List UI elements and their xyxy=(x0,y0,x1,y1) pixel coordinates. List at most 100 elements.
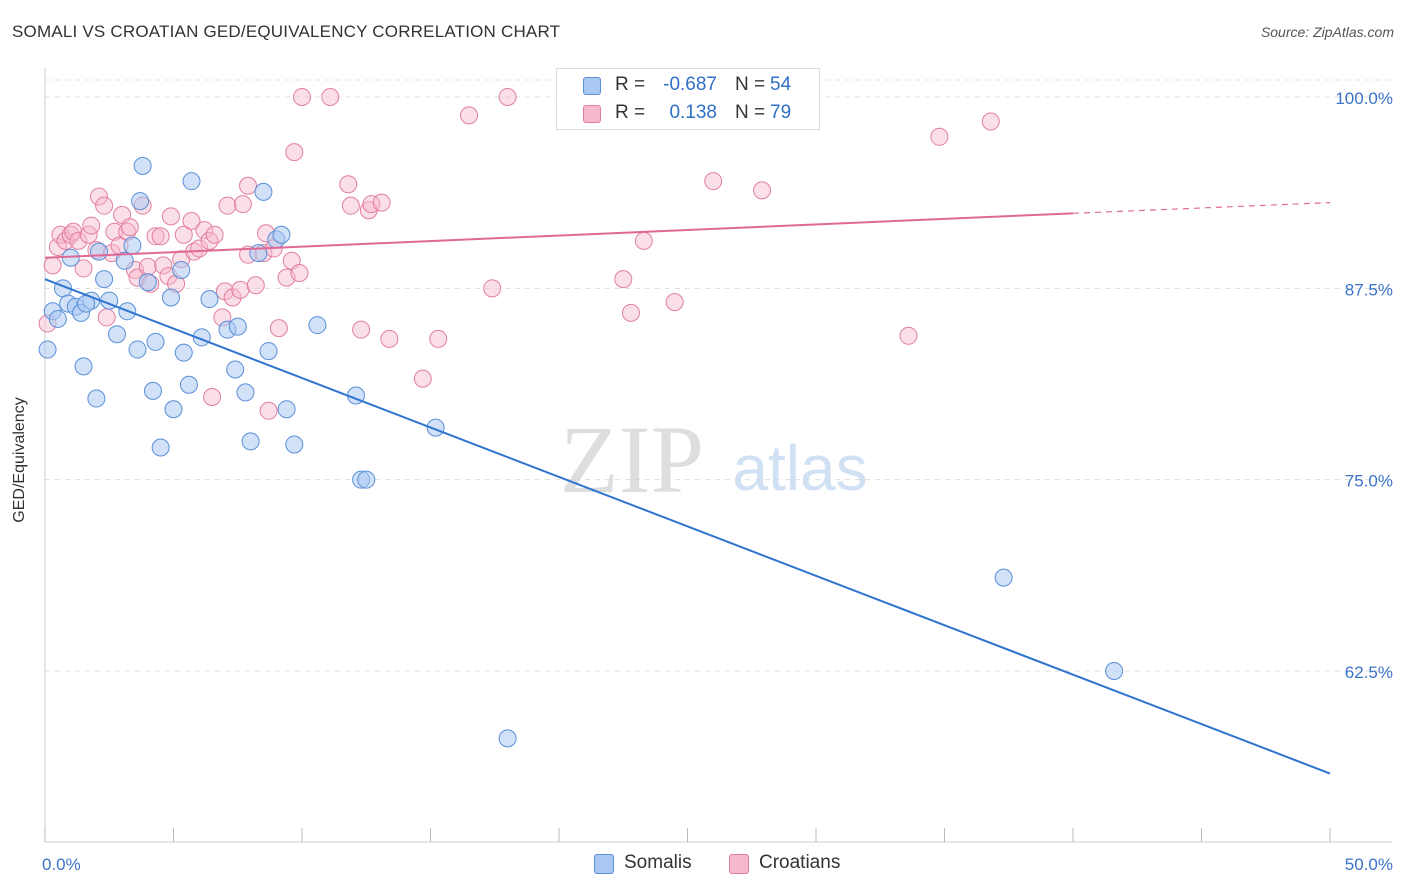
n-value: 54 xyxy=(770,74,792,95)
somali-trend-line xyxy=(44,278,1331,775)
croatian-point xyxy=(614,270,633,289)
croatian-point xyxy=(634,231,653,250)
y-tick-label: 62.5% xyxy=(1345,663,1393,682)
somali-point xyxy=(115,251,134,270)
somalis-legend-swatch xyxy=(594,854,614,874)
croatian-point xyxy=(200,231,219,250)
watermark-atlas: atlas xyxy=(732,432,867,504)
croatian-point xyxy=(372,193,391,212)
croatian-point xyxy=(621,303,640,322)
croatian-point xyxy=(151,227,170,246)
somali-point xyxy=(277,400,296,419)
croatian-point xyxy=(69,231,88,250)
croatian-point xyxy=(704,172,723,191)
croatian-point xyxy=(154,256,173,275)
somali-point xyxy=(228,317,247,336)
trend-lines xyxy=(44,202,1331,775)
croatian-point xyxy=(64,222,83,241)
somali-point xyxy=(146,332,165,351)
somali-point xyxy=(143,381,162,400)
croatian-point xyxy=(269,319,288,338)
somali-point xyxy=(161,288,180,307)
somali-point xyxy=(994,568,1013,587)
croatian-point xyxy=(120,218,139,237)
croatian-point xyxy=(753,181,772,200)
stats-box: R = -0.687 N = 54 R = 0.138 N = 79 xyxy=(556,68,820,130)
croatian-point xyxy=(218,196,237,215)
somali-point xyxy=(74,357,93,376)
legend-label-croatians: Croatians xyxy=(759,852,841,873)
croatian-point xyxy=(285,143,304,162)
somalis-swatch xyxy=(583,77,601,95)
croatian-point xyxy=(223,288,242,307)
stats-row-somalis: R = -0.687 N = 54 xyxy=(557,73,819,101)
croatian-point xyxy=(930,127,949,146)
n-label: N = xyxy=(735,102,766,123)
croatian-point xyxy=(352,320,371,339)
croatian-point xyxy=(205,225,224,244)
croatian-point xyxy=(293,88,311,106)
croatian-point xyxy=(182,211,201,230)
somali-point xyxy=(89,242,108,261)
chart-title: SOMALI VS CROATIAN GED/EQUIVALENCY CORRE… xyxy=(12,22,561,41)
somali-point xyxy=(179,375,198,394)
croatian-point xyxy=(429,329,448,348)
somali-point xyxy=(259,342,278,361)
croatian-point xyxy=(899,326,918,345)
legend-label-somalis: Somalis xyxy=(624,852,692,873)
grid-lines xyxy=(45,79,1392,672)
somali-point xyxy=(200,290,219,309)
somali-point xyxy=(95,270,114,289)
somali-point xyxy=(226,360,245,379)
somali-point xyxy=(123,236,142,255)
somali-point xyxy=(131,192,150,211)
croatian-point xyxy=(498,88,517,106)
n-value: 79 xyxy=(770,102,792,123)
n-label: N = xyxy=(735,74,766,95)
croatian-point xyxy=(413,369,432,388)
y-tick-label: 87.5% xyxy=(1345,280,1393,299)
somali-point xyxy=(254,182,273,201)
croatian-point xyxy=(321,88,340,106)
somali-point xyxy=(172,260,191,279)
legend: Somalis Croatians xyxy=(0,852,1406,878)
croatian-point xyxy=(97,308,116,327)
r-value: 0.138 xyxy=(669,102,717,123)
y-tick-label: 100.0% xyxy=(1335,89,1393,108)
somali-point xyxy=(308,316,327,335)
axes xyxy=(44,68,1392,843)
croatian-point xyxy=(246,276,265,295)
somali-point xyxy=(164,400,183,419)
croatian-trend-line xyxy=(44,212,1074,259)
croatian-point xyxy=(981,112,1000,131)
croatian-point xyxy=(82,216,101,235)
r-value: -0.687 xyxy=(663,74,717,95)
somali-point xyxy=(249,244,268,263)
somali-point xyxy=(498,729,517,748)
source-label: Source: ZipAtlas.com xyxy=(1260,24,1394,40)
croatian-point xyxy=(339,175,358,194)
somali-point xyxy=(133,156,152,175)
watermark: ZIP atlas xyxy=(560,406,868,513)
croatian-point xyxy=(138,257,157,276)
croatian-point xyxy=(56,231,75,250)
croatian-point xyxy=(231,280,250,299)
croatians-swatch xyxy=(583,105,601,123)
somali-point xyxy=(236,383,255,402)
x-tick-label-max: 50.0% xyxy=(1345,855,1393,874)
somali-point xyxy=(241,432,260,451)
series-somalis xyxy=(38,156,1124,748)
croatian-point xyxy=(233,195,252,214)
somali-point xyxy=(357,470,376,489)
croatians-legend-swatch xyxy=(729,854,749,874)
somali-point xyxy=(174,343,193,362)
croatian-point xyxy=(95,196,114,215)
somali-point xyxy=(48,309,67,328)
stats-row-croatians: R = 0.138 N = 79 xyxy=(557,101,819,129)
croatian-trend-extension xyxy=(1072,202,1331,214)
somali-point xyxy=(285,435,304,454)
croatian-point xyxy=(460,106,479,125)
croatian-point xyxy=(483,279,502,298)
croatian-point xyxy=(290,264,309,283)
